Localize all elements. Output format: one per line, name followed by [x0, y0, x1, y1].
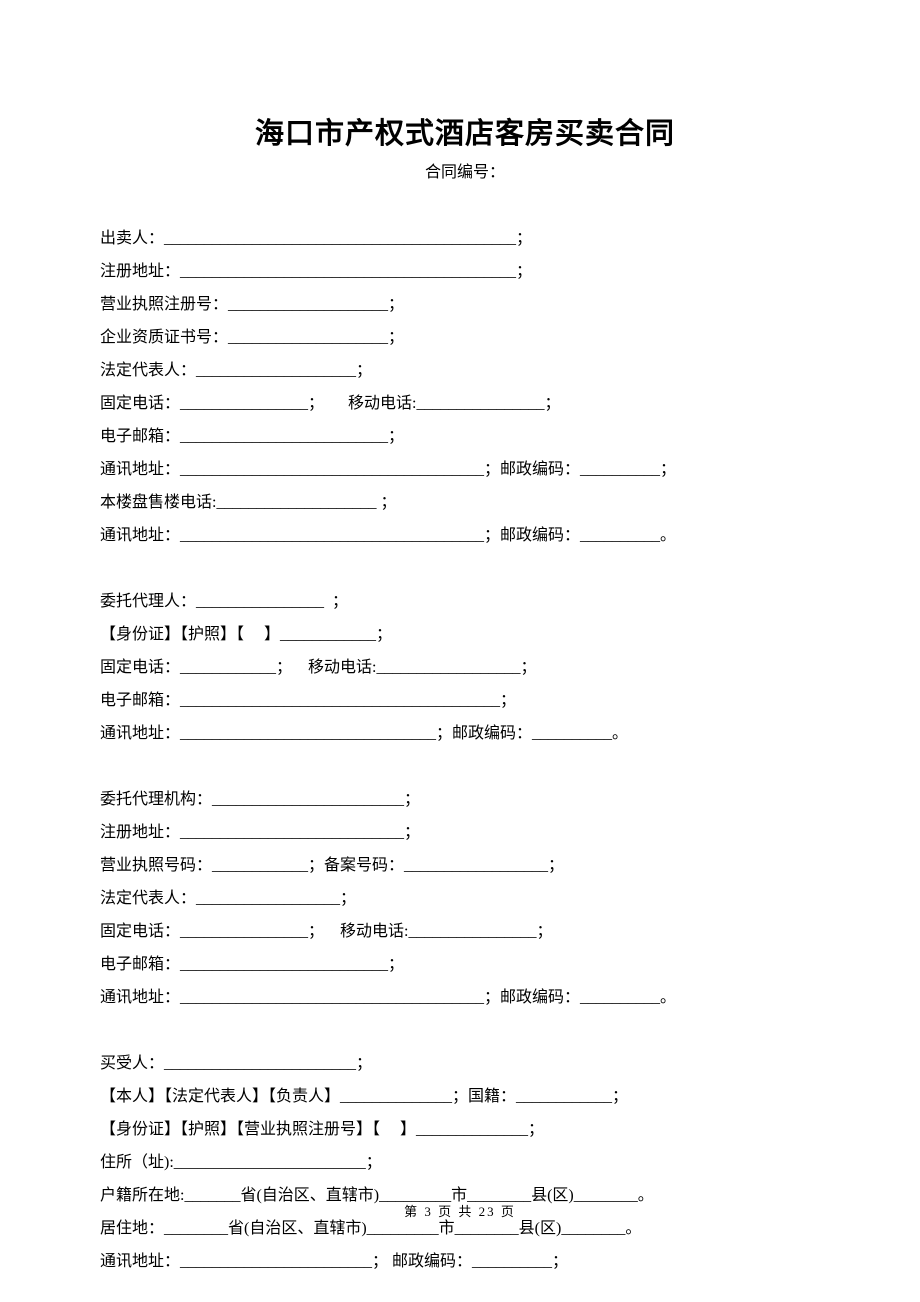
- seller-mail-address-line: 通讯地址：___________________________________…: [100, 453, 830, 486]
- contract-number-label: 合同编号：: [100, 158, 830, 182]
- agent-org-name-line: 委托代理机构：________________________；: [100, 783, 830, 816]
- agent-person-name-line: 委托代理人：________________ ；: [100, 585, 830, 618]
- seller-reg-address-line: 注册地址：___________________________________…: [100, 255, 830, 288]
- seller-email-line: 电子邮箱：__________________________；: [100, 420, 830, 453]
- agent-person-email-line: 电子邮箱：___________________________________…: [100, 684, 830, 717]
- document-page: 海口市产权式酒店客房买卖合同 合同编号： 出卖人：_______________…: [0, 0, 920, 1302]
- document-title: 海口市产权式酒店客房买卖合同: [100, 110, 830, 152]
- agent-person-mail-line: 通讯地址：________________________________；邮政…: [100, 717, 830, 750]
- seller-name-line: 出卖人：____________________________________…: [100, 222, 830, 255]
- agent-org-mail-line: 通讯地址：___________________________________…: [100, 981, 830, 1014]
- seller-cert-line: 企业资质证书号：____________________；: [100, 321, 830, 354]
- agent-org-email-line: 电子邮箱：__________________________；: [100, 948, 830, 981]
- agent-org-phone-line: 固定电话：________________； 移动电话:____________…: [100, 915, 830, 948]
- buyer-name-line: 买受人：________________________；: [100, 1047, 830, 1080]
- agent-org-license-line: 营业执照号码：____________；备案号码：_______________…: [100, 849, 830, 882]
- buyer-address-line: 住所（址):________________________；: [100, 1146, 830, 1179]
- seller-legal-rep-line: 法定代表人：____________________；: [100, 354, 830, 387]
- seller-sales-phone-line: 本楼盘售楼电话:____________________ ；: [100, 486, 830, 519]
- section-gap: [100, 1014, 830, 1047]
- buyer-mail-line: 通讯地址：________________________； 邮政编码：____…: [100, 1245, 830, 1278]
- agent-person-phone-line: 固定电话：____________； 移动电话:________________…: [100, 651, 830, 684]
- section-gap: [100, 552, 830, 585]
- buyer-id-line: 【身份证】【护照】【营业执照注册号】【 】______________；: [100, 1113, 830, 1146]
- agent-org-legal-rep-line: 法定代表人：__________________；: [100, 882, 830, 915]
- seller-license-line: 营业执照注册号：____________________；: [100, 288, 830, 321]
- seller-mail-address2-line: 通讯地址：___________________________________…: [100, 519, 830, 552]
- section-gap: [100, 750, 830, 783]
- seller-phone-line: 固定电话：________________； 移动电话:____________…: [100, 387, 830, 420]
- page-footer: 第 3 页 共 23 页: [0, 1201, 920, 1220]
- agent-org-reg-address-line: 注册地址：____________________________；: [100, 816, 830, 849]
- agent-person-id-line: 【身份证】【护照】【 】____________；: [100, 618, 830, 651]
- buyer-identity-line: 【本人】【法定代表人】【负责人】______________；国籍：______…: [100, 1080, 830, 1113]
